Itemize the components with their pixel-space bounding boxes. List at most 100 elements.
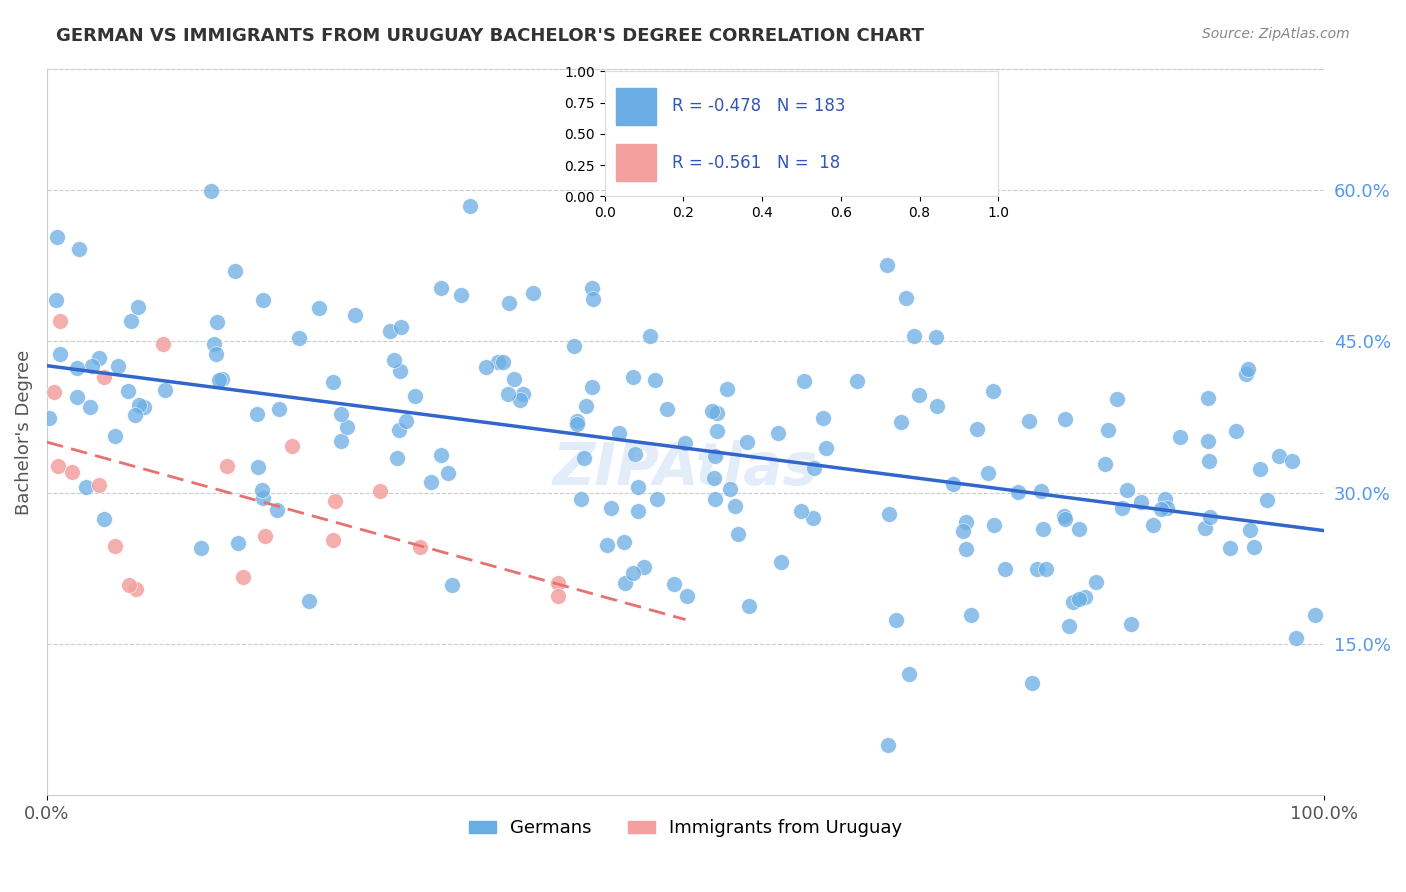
Point [676,590,699,604]
Point [1168,430,1191,444]
Point [250,483,273,498]
Point [547,589,569,603]
Point [49,347,72,361]
Point [430,448,453,462]
Point [1197,434,1219,448]
Point [662,576,685,591]
Point [378,324,401,338]
Point [1115,483,1137,497]
Point [614,576,637,591]
Point [1111,501,1133,516]
Point [790,504,813,518]
Point [581,380,603,394]
Point [368,483,391,498]
Point [925,330,948,344]
Point [389,364,412,378]
Point [190,541,212,556]
Point [308,301,330,315]
Point [1062,594,1084,608]
Point [87,478,110,492]
Point [232,570,254,584]
Point [93,512,115,526]
Point [1219,541,1241,556]
Point [575,399,598,413]
Text: R = -0.561   N =  18: R = -0.561 N = 18 [672,153,839,171]
Point [254,529,277,543]
Point [344,309,367,323]
Point [582,292,605,306]
Point [267,401,290,416]
Point [48,459,70,474]
Point [67,242,90,256]
Point [638,329,661,343]
Point [596,538,619,552]
Point [607,425,630,440]
Legend: Germans, Immigrants from Uruguay: Germans, Immigrants from Uruguay [461,812,910,845]
Point [803,461,825,475]
Point [322,533,344,547]
Point [1094,457,1116,471]
Y-axis label: Bachelor's Degree: Bachelor's Degree [15,350,32,515]
Point [1150,502,1173,516]
Point [890,416,912,430]
Point [246,407,269,421]
Point [65,361,87,376]
Point [450,288,472,302]
Point [336,420,359,434]
Point [1021,676,1043,690]
Point [62,466,84,480]
Point [128,397,150,411]
Point [897,667,920,681]
Point [117,384,139,398]
Point [703,449,725,463]
Point [565,414,588,428]
Point [45,293,67,307]
Point [1256,493,1278,508]
Point [215,458,238,473]
Point [1053,412,1076,426]
Point [983,518,1005,533]
Point [1243,540,1265,554]
Point [977,466,1000,480]
Point [1194,521,1216,535]
Point [1067,592,1090,607]
Point [1281,454,1303,468]
Point [266,502,288,516]
Point [1059,619,1081,633]
Point [205,347,228,361]
Point [846,375,869,389]
Point [382,352,405,367]
Point [572,450,595,465]
Point [1285,632,1308,646]
Point [727,526,749,541]
Point [202,337,225,351]
Point [565,417,588,431]
Text: R = -0.478   N = 183: R = -0.478 N = 183 [672,97,845,115]
Point [1249,462,1271,476]
Point [702,404,724,418]
Point [621,566,644,580]
Point [1032,522,1054,536]
Point [1097,423,1119,437]
Point [547,575,569,590]
Point [104,429,127,443]
Point [330,434,353,448]
Point [1154,491,1177,506]
Point [894,291,917,305]
Point [876,258,898,272]
Point [966,422,988,436]
Point [107,359,129,373]
Point [1107,392,1129,406]
Point [224,264,246,278]
Point [1025,562,1047,576]
Point [252,293,274,308]
Point [814,441,837,455]
Point [205,314,228,328]
Point [496,386,519,401]
Point [474,360,496,375]
Point [877,508,900,522]
Point [960,607,983,622]
Point [200,184,222,198]
Point [75,480,97,494]
Point [152,336,174,351]
